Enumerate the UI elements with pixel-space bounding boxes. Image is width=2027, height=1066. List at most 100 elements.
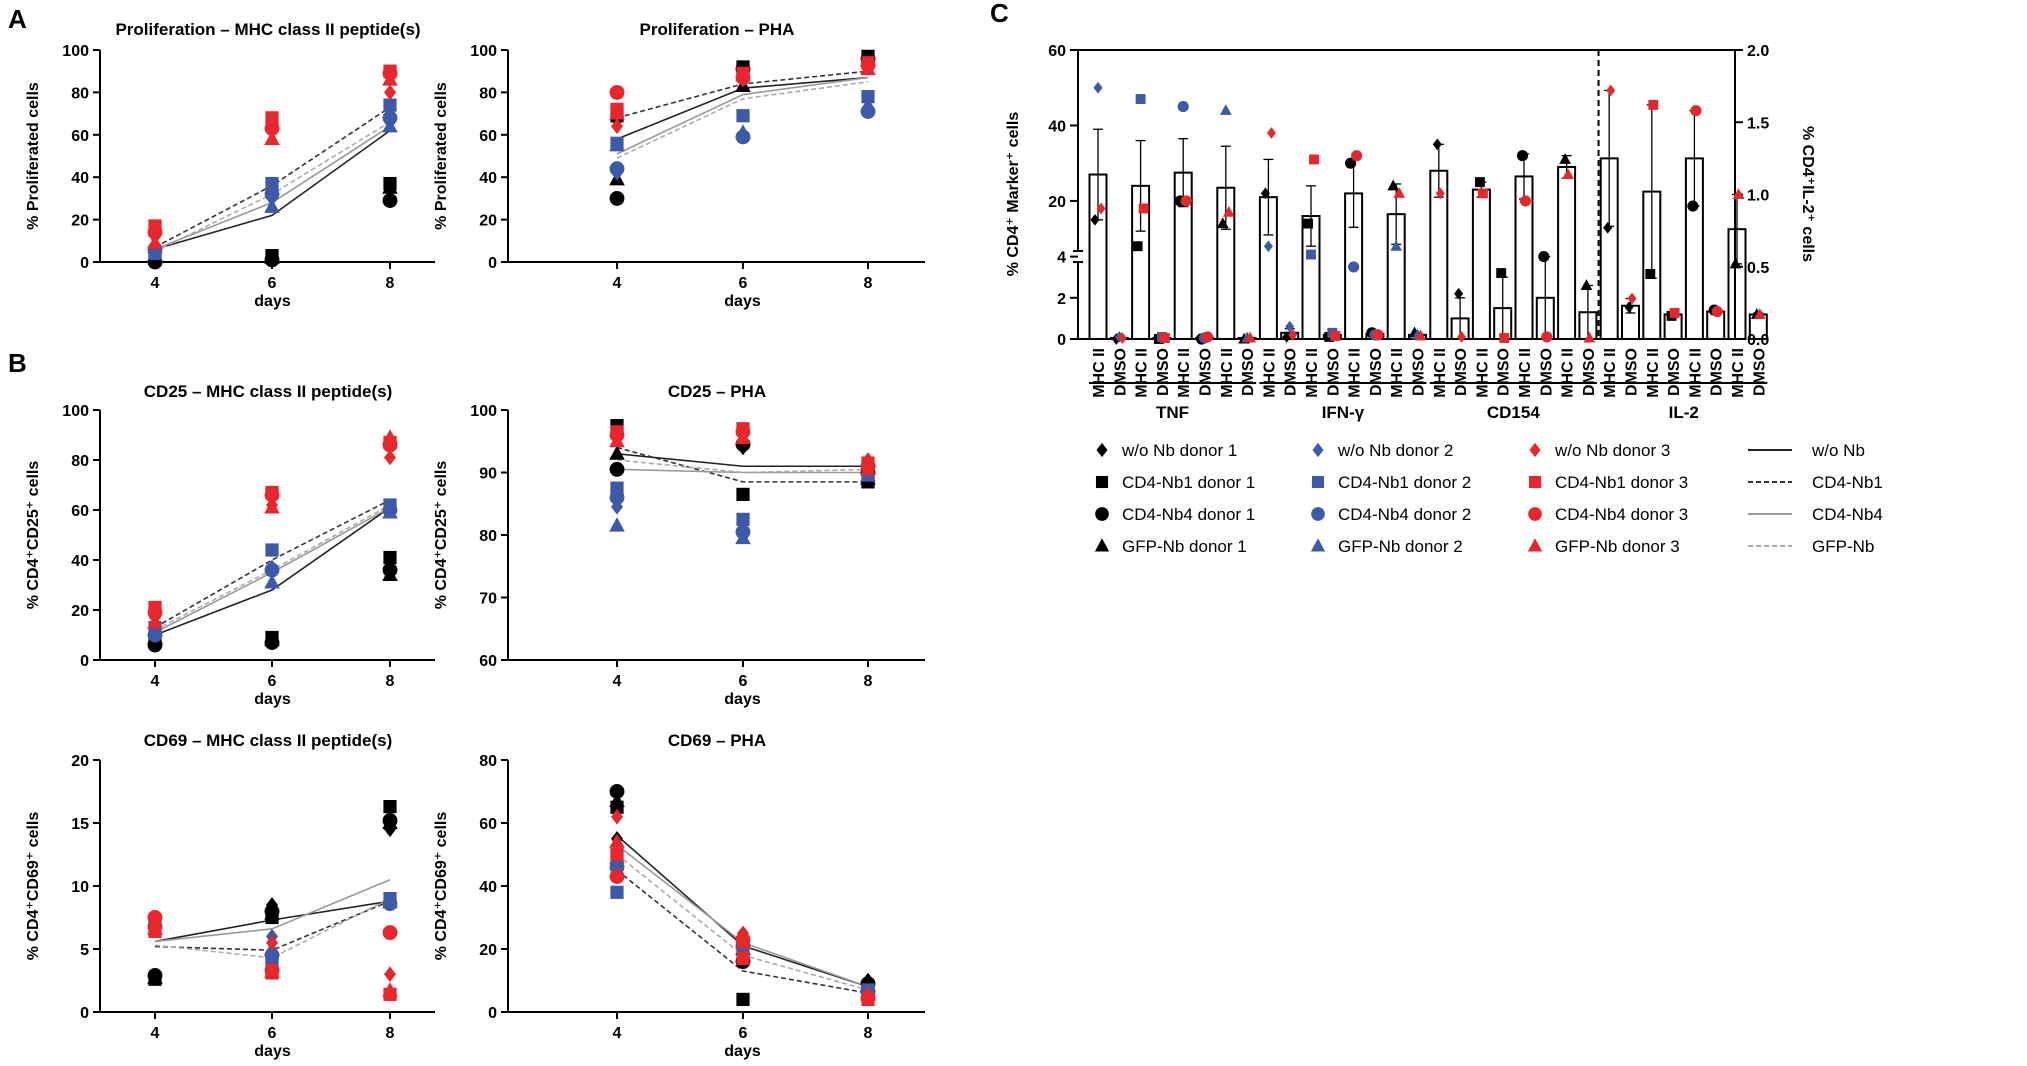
group-label: TNF <box>1156 403 1189 422</box>
x-tick-label: 6 <box>739 275 748 292</box>
point-donor2-square <box>736 512 750 526</box>
bar-point-donor3 <box>1753 308 1766 319</box>
bar-point-donor3 <box>1648 99 1659 110</box>
y-tick-label: 100 <box>62 403 89 420</box>
bar-point-donor2 <box>1348 261 1360 273</box>
bar-point-donor1 <box>1687 200 1699 212</box>
bar-point-donor1 <box>1132 241 1143 252</box>
legend-label: CD4-Nb1 donor 2 <box>1338 473 1471 492</box>
right-tick-label: 0.5 <box>1747 260 1769 277</box>
point-donor2-triangle <box>609 137 625 152</box>
point-donor2-circle <box>609 161 625 177</box>
bar-mhcii <box>1557 165 1577 340</box>
legend-label: GFP-Nb <box>1812 537 1874 556</box>
y-tick-label: 60 <box>479 653 497 670</box>
panel-c-bar-chart: 20 40 60 0 2 4 0.0 0.5 1.0 1.5 2.0 % CD4⁺ Marker⁺ c… <box>1005 43 1816 422</box>
point-donor3-triangle <box>147 234 163 249</box>
category-label: DMSO <box>1112 348 1129 396</box>
bar-point-donor3 <box>1222 205 1235 217</box>
group-label: CD154 <box>1487 403 1540 422</box>
category-label: MHC II <box>1091 348 1108 398</box>
point-donor1-square <box>383 800 397 814</box>
panel-letter-c: C <box>990 0 1009 28</box>
category-label: MHC II <box>1645 348 1662 398</box>
category-label: MHC II <box>1176 348 1193 398</box>
category-label: DMSO <box>1283 348 1300 396</box>
point-donor3-triangle <box>609 833 625 848</box>
legend-marker-donor3-square <box>1528 475 1542 489</box>
point-donor3-diamond <box>384 449 396 466</box>
point-donor1-triangle <box>147 969 163 984</box>
legend-label: GFP-Nb donor 3 <box>1555 537 1680 556</box>
category-label: DMSO <box>1411 348 1428 396</box>
bar-point-donor1 <box>1387 179 1400 191</box>
chart-title: Proliferation – PHA <box>640 20 795 39</box>
point-donor3-square <box>265 111 279 125</box>
point-donor2-triangle <box>735 124 751 139</box>
point-donor1-circle <box>382 193 398 208</box>
category-label: MHC II <box>1347 348 1364 398</box>
x-axis-title: days <box>254 691 291 708</box>
y-tick-label: 40 <box>479 879 497 896</box>
point-donor3-triangle <box>735 429 751 445</box>
bar-point-donor2 <box>1306 249 1316 260</box>
legend-marker-donor1-triangle <box>1094 538 1110 552</box>
point-donor3-circle <box>147 224 163 240</box>
category-label: MHC II <box>1730 348 1747 398</box>
bar-point-donor3 <box>1583 331 1596 343</box>
legend-marker-donor1-square <box>1095 475 1109 489</box>
legend-label: w/o Nb donor 3 <box>1554 441 1670 460</box>
x-axis-title: days <box>254 293 291 310</box>
point-donor3-circle <box>609 869 625 884</box>
point-donor1-triangle <box>264 249 280 264</box>
y-tick-label: 0 <box>488 255 497 272</box>
y-tick-label: 15 <box>71 816 89 833</box>
bar-point-donor3 <box>1266 127 1276 139</box>
bar-point-donor1 <box>1474 177 1485 188</box>
y-tick-label: 0 <box>488 1005 497 1022</box>
point-donor3-triangle <box>609 432 625 448</box>
legend-label: w/o Nb <box>1811 441 1865 460</box>
x-tick-label: 8 <box>864 1025 873 1042</box>
point-donor2-triangle <box>860 96 876 112</box>
point-donor1-square <box>383 550 397 565</box>
category-label: MHC II <box>1474 348 1491 398</box>
category-label: DMSO <box>1709 348 1726 396</box>
y-tick-label: 0 <box>80 255 89 272</box>
chart-title: Proliferation – MHC class II peptide(s) <box>115 20 420 39</box>
point-donor2-triangle <box>382 893 398 909</box>
legend-marker-donor3-diamond <box>1529 442 1541 458</box>
legend-marker-donor1-circle <box>1095 507 1109 521</box>
category-label: DMSO <box>1581 348 1598 396</box>
point-donor2-circle <box>609 490 625 505</box>
point-donor3-square <box>736 951 750 966</box>
bar-point-donor1 <box>1345 157 1357 169</box>
point-donor2-square <box>265 543 279 557</box>
x-axis-title: days <box>724 1043 761 1060</box>
y-tick-label: 5 <box>80 942 89 959</box>
point-donor1-square <box>736 992 750 1006</box>
point-donor2-circle <box>264 562 280 578</box>
line-cd4-nb1 <box>616 446 868 483</box>
bar-point-donor3 <box>1562 168 1574 180</box>
y-axis-title: % CD4⁺CD25⁺ cells <box>25 461 42 610</box>
chart-cd25_mhc: CD25 – MHC class II peptide(s) 0 20 40 60 80 1… <box>25 382 435 708</box>
point-donor2-square <box>383 98 397 112</box>
right-tick-label: 1.0 <box>1747 188 1769 205</box>
bar-point-donor2 <box>1135 94 1146 105</box>
bar-point-donor3 <box>1117 332 1127 344</box>
point-donor3-diamond <box>384 966 396 982</box>
x-tick-label: 4 <box>613 673 622 690</box>
point-donor3-triangle <box>382 429 398 444</box>
point-donor3-diamond <box>266 934 278 951</box>
line-cd4-nb1 <box>154 900 391 952</box>
point-donor3-circle <box>609 84 625 100</box>
bar-point-donor1 <box>1603 221 1613 234</box>
point-donor3-triangle <box>860 460 876 476</box>
y-tick-label: 60 <box>71 503 89 520</box>
point-donor2-triangle <box>264 574 280 589</box>
x-axis-title: days <box>724 691 761 708</box>
point-donor1-circle <box>609 190 625 206</box>
point-donor3-circle <box>382 925 398 941</box>
point-donor2-triangle <box>147 621 163 636</box>
